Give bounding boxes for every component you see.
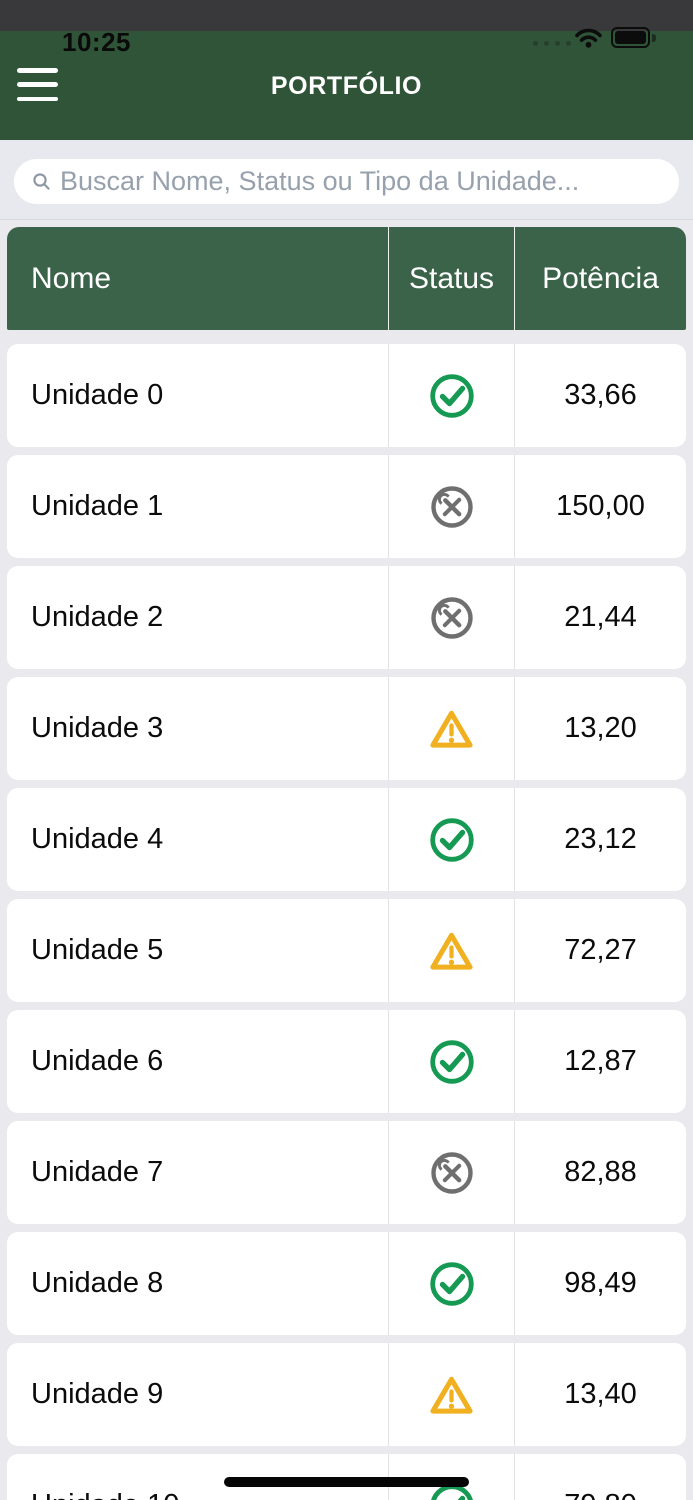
unit-name: Unidade 9 xyxy=(7,1343,389,1446)
unit-potencia: 13,20 xyxy=(564,712,637,744)
status-maintenance-icon xyxy=(430,596,473,639)
unit-name: Unidade 7 xyxy=(7,1121,389,1224)
status-time: 10:25 xyxy=(62,27,131,57)
page-title: PORTFÓLIO xyxy=(270,72,423,100)
column-header-potencia: Potência xyxy=(542,261,659,295)
table-row[interactable]: Unidade 7 82,88 xyxy=(7,1121,686,1224)
table-row[interactable]: Unidade 5 72,27 xyxy=(7,899,686,1002)
units-table: Nome Status Potência Unidade 0 xyxy=(7,227,686,1500)
table-row[interactable]: Unidade 4 23,12 xyxy=(7,788,686,891)
unit-potencia: 21,44 xyxy=(564,601,637,633)
unit-name: Unidade 0 xyxy=(7,344,389,447)
menu-button[interactable] xyxy=(17,68,58,101)
table-row[interactable]: Unidade 8 98,49 xyxy=(7,1232,686,1335)
unit-status xyxy=(389,344,515,447)
table-row[interactable]: Unidade 3 13,20 xyxy=(7,677,686,780)
unit-status xyxy=(389,1010,515,1113)
unit-potencia: 79,80 xyxy=(515,1454,686,1500)
unit-potencia: 13,40 xyxy=(564,1378,637,1410)
unit-status xyxy=(389,1121,515,1224)
status-maintenance-icon xyxy=(430,485,473,528)
table-row[interactable]: Unidade 1 150,00 xyxy=(7,455,686,558)
status-maintenance-icon xyxy=(430,1151,473,1194)
search-section xyxy=(0,140,693,220)
unit-name: Unidade 2 xyxy=(7,566,389,669)
unit-name: Unidade 8 xyxy=(7,1232,389,1335)
status-ok-icon xyxy=(429,1261,474,1306)
status-ok-icon xyxy=(429,817,474,862)
status-bar: 10:25 xyxy=(0,0,693,57)
search-field[interactable] xyxy=(14,159,679,204)
unit-potencia: 33,66 xyxy=(564,379,637,411)
status-warning-icon xyxy=(430,710,473,748)
status-ok-icon xyxy=(429,1039,474,1084)
unit-status xyxy=(389,677,515,780)
search-input[interactable] xyxy=(60,166,661,197)
unit-status xyxy=(389,788,515,891)
table-header: Nome Status Potência xyxy=(7,227,686,330)
unit-potencia: 12,87 xyxy=(564,1045,637,1077)
unit-name: Unidade 3 xyxy=(7,677,389,780)
unit-name: Unidade 4 xyxy=(7,788,389,891)
home-indicator[interactable] xyxy=(224,1477,469,1487)
unit-name: Unidade 1 xyxy=(7,455,389,558)
unit-status xyxy=(389,566,515,669)
column-header-nome: Nome xyxy=(7,227,389,330)
cellular-signal-icon xyxy=(533,41,571,46)
table-body: Unidade 0 33,66 xyxy=(7,344,686,1500)
table-row[interactable]: Unidade 9 13,40 xyxy=(7,1343,686,1446)
unit-status xyxy=(389,455,515,558)
status-warning-icon xyxy=(430,932,473,970)
search-icon xyxy=(33,173,50,190)
unit-potencia: 98,49 xyxy=(564,1267,637,1299)
table-row[interactable]: Unidade 6 12,87 xyxy=(7,1010,686,1113)
unit-name: Unidade 5 xyxy=(7,899,389,1002)
column-header-status: Status xyxy=(389,227,515,330)
unit-status xyxy=(389,899,515,1002)
top-strip xyxy=(0,0,693,31)
unit-status xyxy=(389,1232,515,1335)
table-row[interactable]: Unidade 2 21,44 xyxy=(7,566,686,669)
unit-potencia: 150,00 xyxy=(556,490,645,522)
status-warning-icon xyxy=(430,1376,473,1414)
unit-status xyxy=(389,1343,515,1446)
table-row[interactable]: Unidade 0 33,66 xyxy=(7,344,686,447)
unit-potencia: 23,12 xyxy=(564,823,637,855)
status-ok-icon xyxy=(429,373,474,418)
unit-name: Unidade 6 xyxy=(7,1010,389,1113)
battery-icon xyxy=(611,27,657,48)
wifi-icon xyxy=(575,28,602,48)
unit-potencia: 82,88 xyxy=(564,1156,637,1188)
navbar: PORTFÓLIO xyxy=(0,31,693,140)
unit-potencia: 72,27 xyxy=(564,934,637,966)
